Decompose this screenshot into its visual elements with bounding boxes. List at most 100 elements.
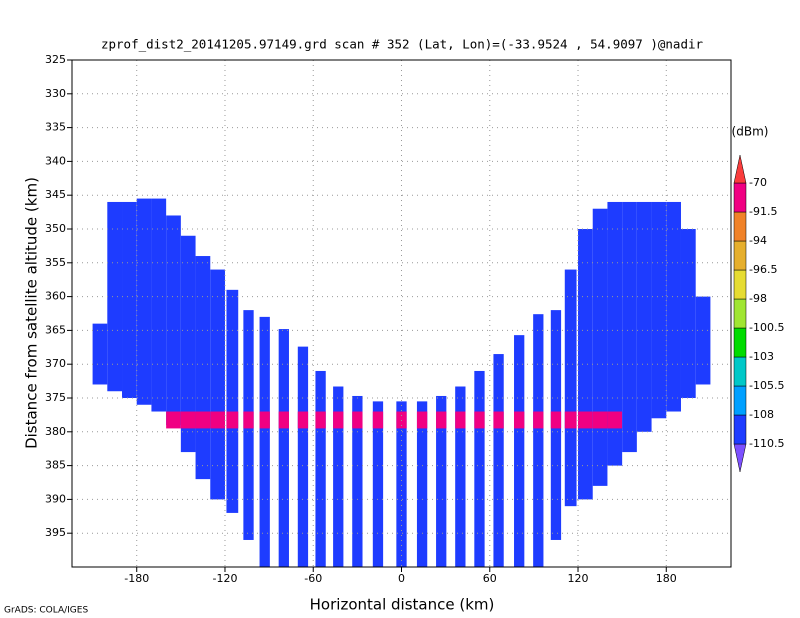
colorbar-box [733,182,747,213]
beam [315,370,326,567]
axes: -180 -120 -60 0 60 120 180 325 330 335 340 345 350 35… [45,53,732,585]
surface-echo [180,411,196,429]
beam [533,314,544,567]
beam [455,386,466,567]
x-tick-label: -120 [212,572,237,585]
beam [166,215,181,426]
surface-echo [514,411,525,429]
colorbar-label: -91.5 [749,205,777,218]
beam [122,201,137,398]
beam [436,395,447,567]
y-tick-label: 350 [45,222,66,235]
surface-echo [372,411,384,429]
beam [136,198,152,405]
y-tick-label: 385 [45,459,66,472]
y-tick-label: 375 [45,391,66,404]
beam [493,354,504,567]
plot-frame [71,59,732,568]
y-axis-label: Distance from satellite altitude (km) [23,177,41,449]
beam [607,201,623,466]
y-tick-label: 390 [45,492,66,505]
colorbar-label: -110.5 [749,437,784,450]
beam [92,323,108,385]
surface-echo [259,411,270,429]
beam [592,208,608,486]
colorbar-box [733,385,747,416]
beam [514,335,525,567]
colorbar-label: -100.5 [749,321,784,334]
colorbar-label: -96.5 [749,263,777,276]
beam [372,401,384,567]
footer: GrADS: COLA/IGES [4,606,88,616]
y-tick-label: 335 [45,121,66,134]
x-tick-label: 0 [398,572,405,585]
colorbar-box [733,269,747,300]
colorbar-box [733,298,747,329]
beam [396,401,407,567]
surface-echo [564,411,577,429]
y-tick-label: 365 [45,323,66,336]
colorbar-box [733,211,747,242]
beam [416,401,428,567]
surface-echo [436,411,447,429]
y-tick-label: 355 [45,256,66,269]
beam [210,269,225,500]
surface-echo [396,411,407,429]
beam [636,201,652,432]
beam [107,201,123,392]
colorbar-high [733,154,747,184]
beam [695,296,711,385]
beam [680,229,696,398]
x-tick-label: -180 [124,572,149,585]
colorbar-box [733,240,747,271]
y-tick-label: 395 [45,526,66,539]
field [92,198,711,567]
surface-echo [278,411,289,429]
surface-echo [226,411,239,429]
beam [278,329,289,567]
beam [226,289,239,513]
y-tick-label: 370 [45,357,66,370]
colorbar-box [733,414,747,445]
surface-echo [166,411,181,429]
surface-echo [533,411,544,429]
beam [564,269,577,507]
x-tick-label: 60 [483,572,497,585]
colorbar-low [733,443,747,473]
x-tick-label: 180 [656,572,677,585]
beam [666,201,681,412]
beam [352,395,363,567]
colorbar-label: -98 [749,292,767,305]
colorbar-label: -70 [749,176,767,189]
beam [259,316,270,567]
beam [333,386,344,567]
surface-echo [474,411,485,429]
colorbar-box [733,327,747,358]
beam [651,201,667,419]
surface-echo [416,411,428,429]
surface-echo [550,411,562,429]
surface-echo [333,411,344,429]
y-tick-label: 330 [45,87,66,100]
beam [474,370,485,567]
beam [297,346,309,567]
beam [622,201,637,453]
colorbar-box [733,356,747,387]
x-axis-label: Horizontal distance (km) [310,596,495,614]
surface-echo [455,411,466,429]
y-tick-label: 325 [45,53,66,66]
x-tick-label: 120 [568,572,589,585]
beam [195,256,211,480]
beam [180,235,196,453]
y-tick-label: 345 [45,188,66,201]
y-tick-label: 360 [45,290,66,303]
surface-echo [607,411,623,429]
surface-echo [243,411,254,429]
beam [578,229,593,500]
surface-echo [493,411,504,429]
surface-echo [578,411,593,429]
y-tick-label: 340 [45,154,66,167]
colorbar-label: -108 [749,408,774,421]
surface-echo [352,411,363,429]
